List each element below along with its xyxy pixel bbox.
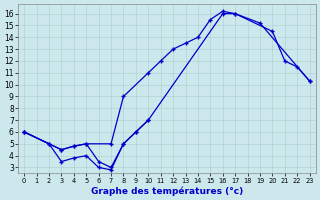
X-axis label: Graphe des températures (°c): Graphe des températures (°c) <box>91 186 243 196</box>
